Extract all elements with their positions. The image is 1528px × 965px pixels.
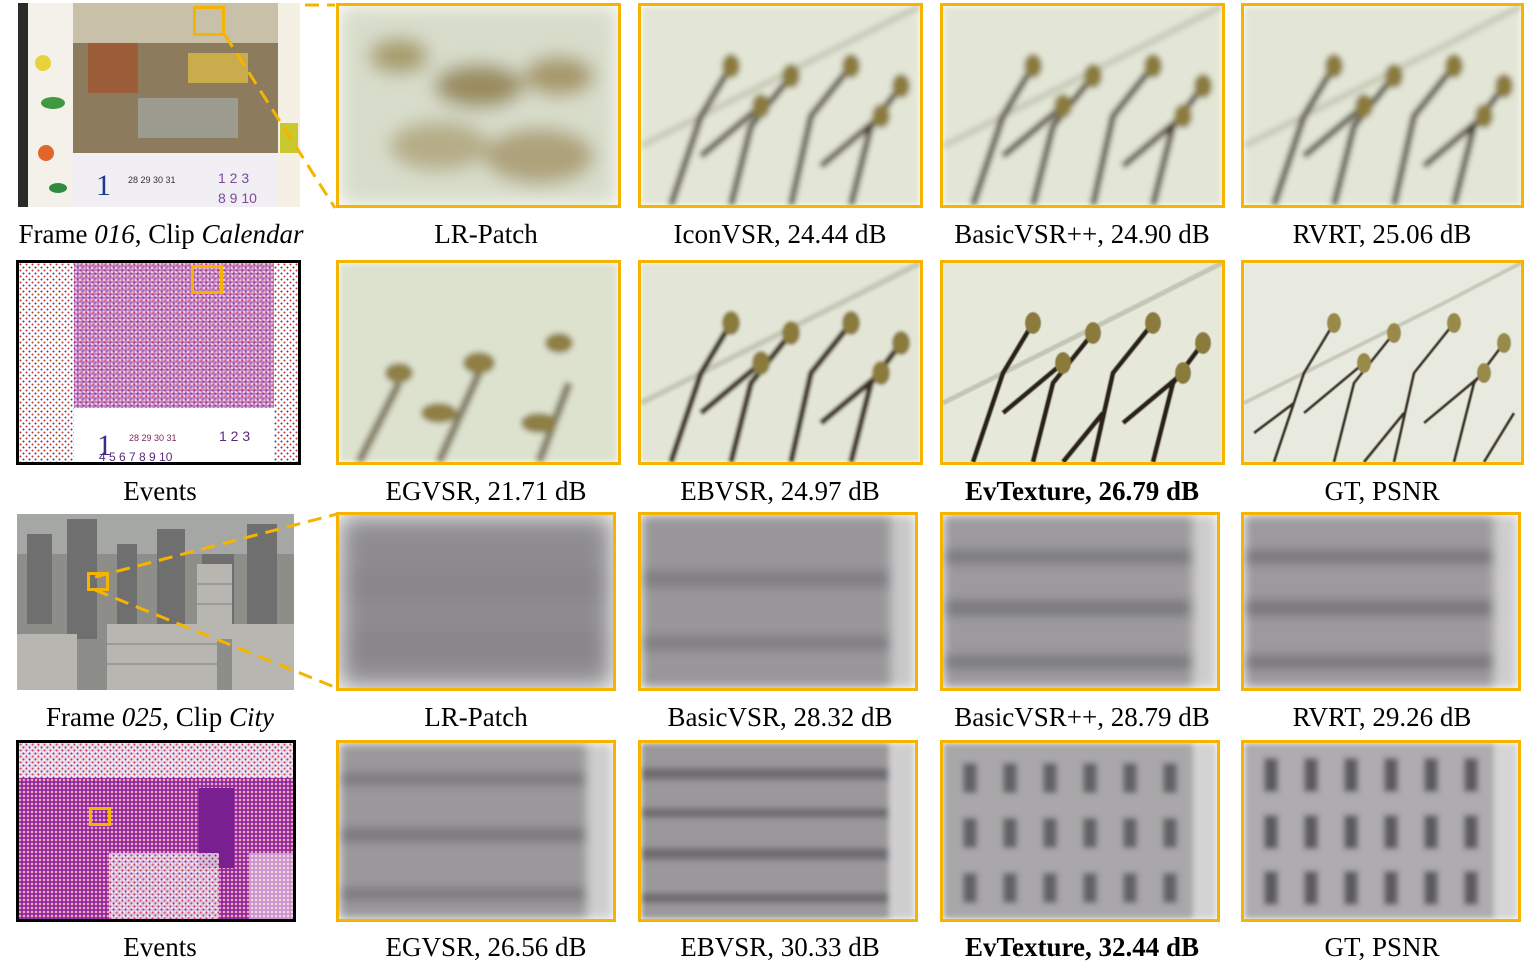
patch-egvsr <box>336 260 621 465</box>
patch-ebvsr <box>638 740 918 922</box>
patch-basicvsr <box>638 512 918 691</box>
patch-label: LR-Patch <box>424 702 528 732</box>
patch-lr <box>336 512 616 691</box>
patch-lr <box>336 3 621 208</box>
region-of-interest-box <box>193 6 225 36</box>
svg-text:1 2 3: 1 2 3 <box>218 170 249 186</box>
patch-label: BasicVSR++, 28.79 dB <box>954 702 1210 732</box>
region-of-interest-box <box>89 807 111 826</box>
patch-iconvsr <box>638 3 923 208</box>
patch-label: EBVSR, 30.33 dB <box>680 932 880 962</box>
patch-label: BasicVSR, 28.32 dB <box>667 702 893 732</box>
patch-gt <box>1241 740 1521 922</box>
patch-label: BasicVSR++, 24.90 dB <box>954 219 1210 249</box>
svg-text:28 29 30 31: 28 29 30 31 <box>128 175 176 185</box>
patch-label: RVRT, 29.26 dB <box>1292 702 1472 732</box>
svg-text:28 29 30 31: 28 29 30 31 <box>129 433 177 443</box>
region-of-interest-box <box>191 265 223 294</box>
patch-egvsr <box>336 740 616 922</box>
svg-text:8 9 10: 8 9 10 <box>218 190 257 206</box>
patch-label: EBVSR, 24.97 dB <box>680 476 880 506</box>
svg-text:4 5 6 7 8 9 10: 4 5 6 7 8 9 10 <box>99 450 173 462</box>
patch-label-best: EvTexture, 26.79 dB <box>964 476 1200 506</box>
patch-label: RVRT, 25.06 dB <box>1292 219 1472 249</box>
svg-text:1 2 3: 1 2 3 <box>219 428 250 444</box>
patch-gt <box>1241 260 1524 465</box>
calendar-frame-thumbnail: 1 28 29 30 31 1 2 3 8 9 10 <box>18 3 300 207</box>
patch-label: GT, PSNR <box>1324 476 1440 506</box>
zoom-connector-lines <box>223 3 337 209</box>
patch-rvrt <box>1241 3 1524 208</box>
patch-label: IconVSR, 24.44 dB <box>673 219 887 249</box>
svg-text:1: 1 <box>96 169 111 202</box>
region-of-interest-box <box>87 572 109 591</box>
thumb-caption: Events <box>123 476 197 506</box>
thumb-caption: Frame 016, Clip Calendar <box>18 219 304 249</box>
patch-label-best: EvTexture, 32.44 dB <box>964 932 1200 962</box>
patch-label: LR-Patch <box>434 219 538 249</box>
city-events-thumbnail <box>16 740 296 922</box>
calendar-events-thumbnail: 1 28 29 30 31 1 2 3 4 5 6 7 8 9 10 <box>16 260 301 465</box>
patch-basicvsrpp <box>940 512 1220 691</box>
patch-evtexture <box>940 260 1225 465</box>
svg-text:1: 1 <box>97 429 112 462</box>
patch-ebvsr <box>638 260 923 465</box>
patch-label: GT, PSNR <box>1324 932 1440 962</box>
zoom-connector-lines <box>95 512 338 690</box>
patch-basicvsrpp <box>940 3 1225 208</box>
patch-label: EGVSR, 26.56 dB <box>385 932 587 962</box>
patch-label: EGVSR, 21.71 dB <box>385 476 587 506</box>
thumb-caption: Events <box>123 932 197 962</box>
thumb-caption: Frame 025, Clip City <box>46 702 274 732</box>
patch-evtexture <box>940 740 1220 922</box>
patch-rvrt <box>1241 512 1521 691</box>
city-frame-thumbnail <box>17 514 294 690</box>
